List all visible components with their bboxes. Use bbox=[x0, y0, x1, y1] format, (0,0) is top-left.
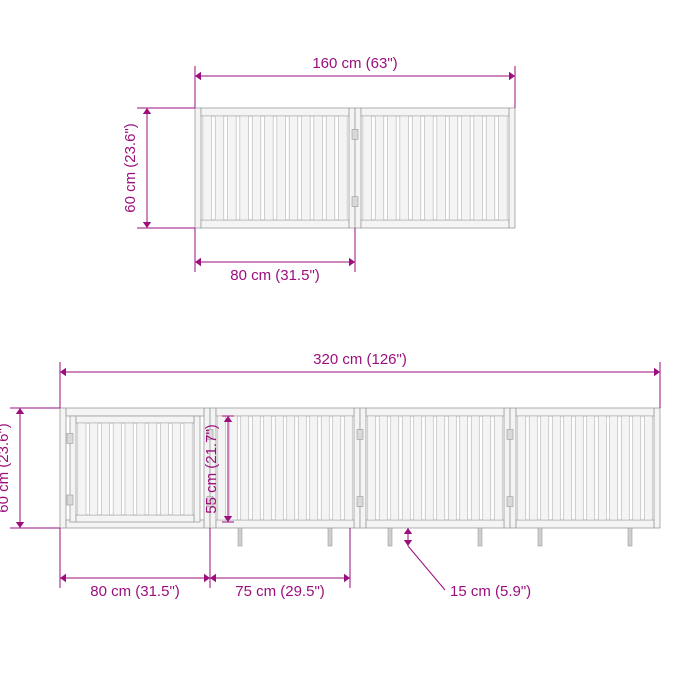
hinge-icon bbox=[507, 497, 513, 507]
leg-dim-label: 15 cm (5.9") bbox=[450, 583, 531, 600]
leg bbox=[628, 528, 632, 546]
svg-text:80 cm (31.5"): 80 cm (31.5") bbox=[90, 583, 180, 600]
hinge-icon bbox=[357, 429, 363, 439]
bottom-panel-1 bbox=[210, 408, 360, 528]
top-panel-1 bbox=[355, 108, 515, 228]
leg bbox=[238, 528, 242, 546]
leg bbox=[328, 528, 332, 546]
hinge-icon bbox=[352, 129, 358, 139]
bottom-panel-3 bbox=[510, 408, 660, 528]
svg-text:320 cm (126"): 320 cm (126") bbox=[313, 351, 407, 368]
door-leaf bbox=[70, 416, 200, 522]
top-panel-0 bbox=[195, 108, 355, 228]
hinge-icon bbox=[507, 429, 513, 439]
hinge-icon bbox=[352, 197, 358, 207]
bottom-panel-2 bbox=[360, 408, 510, 528]
svg-text:160 cm (63"): 160 cm (63") bbox=[312, 55, 397, 72]
leg bbox=[388, 528, 392, 546]
hinge-icon bbox=[67, 433, 73, 443]
svg-text:60 cm (23.6"): 60 cm (23.6") bbox=[0, 423, 12, 513]
svg-text:80 cm (31.5"): 80 cm (31.5") bbox=[230, 267, 320, 284]
leg bbox=[538, 528, 542, 546]
leg bbox=[478, 528, 482, 546]
svg-text:75 cm (29.5"): 75 cm (29.5") bbox=[235, 583, 325, 600]
hinge-icon bbox=[67, 495, 73, 505]
svg-text:60 cm (23.6"): 60 cm (23.6") bbox=[122, 123, 139, 213]
svg-text:55 cm (21.7"): 55 cm (21.7") bbox=[203, 424, 220, 514]
hinge-icon bbox=[357, 497, 363, 507]
